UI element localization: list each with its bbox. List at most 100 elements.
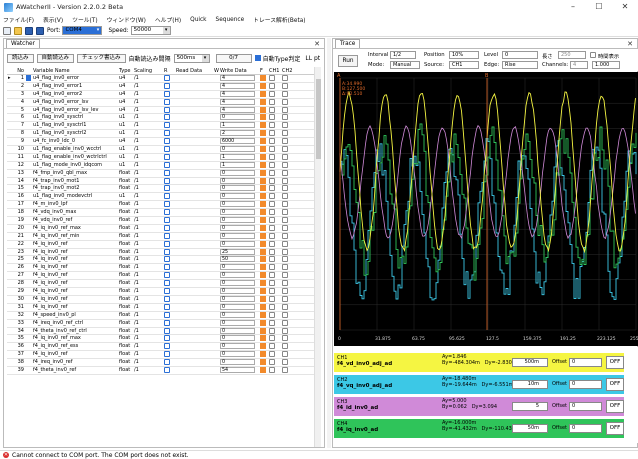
read-checkbox[interactable] [164,272,170,279]
ch2-checkbox[interactable] [282,185,288,192]
format-marker[interactable] [260,335,266,342]
variable-type[interactable]: float [119,248,131,255]
write-data-input[interactable]: 0 [220,319,255,326]
variable-name[interactable]: u4_flag_inv0_error1 [33,82,83,89]
read-checkbox[interactable] [164,98,170,105]
write-data-input[interactable]: 50 [220,256,255,263]
length-select[interactable]: 250 [558,51,586,59]
col-name[interactable]: Variable Name [33,68,70,74]
variable-name[interactable]: f4_iq_inv0_ref_max [33,335,81,342]
ch1-checkbox[interactable] [269,280,275,287]
ch1-checkbox[interactable] [269,327,275,334]
variable-type[interactable]: float [119,185,131,192]
variable-type[interactable]: u1 [119,153,126,160]
variable-name[interactable]: f4_speed_inv0_pl [33,311,76,318]
table-row[interactable]: 16 u1_flag_inv0_modevctrl u1/1 0 [7,193,315,202]
variable-type[interactable]: u1 [119,193,126,200]
write-data-input[interactable]: 4 [220,106,255,113]
variable-name[interactable]: f4_iq_inv0_ref_max [33,224,81,231]
table-row[interactable]: 30 f4_iq_inv0_ref float/1 0 [7,295,315,304]
ch2-checkbox[interactable] [282,327,288,334]
row-selector[interactable] [26,225,31,231]
variable-type[interactable]: u4 [119,106,126,113]
variable-type[interactable]: u4 [119,82,126,89]
read-checkbox[interactable] [164,122,170,129]
format-marker[interactable] [260,319,266,326]
read-checkbox[interactable] [164,185,170,192]
read-checkbox[interactable] [164,90,170,97]
ch2-checkbox[interactable] [282,130,288,137]
table-row[interactable]: 32 f4_speed_inv0_pl float/1 0 [7,311,315,320]
variable-name[interactable]: u1_flag_inv0_sysctrl1 [33,122,87,129]
variable-name[interactable]: u1_flag_enable_inv0_wctrlctrl [33,153,107,160]
row-selector[interactable] [26,288,31,294]
ch2-checkbox[interactable] [282,138,288,145]
table-row[interactable]: 27 f4_iq_inv0_ref float/1 0 [7,272,315,281]
speed-select[interactable]: 50000 ▾ [130,26,171,35]
table-row[interactable]: 33 f4_ireq_inv0_ref_ctrl float/1 0 [7,319,315,328]
variable-name[interactable]: f4_iq_inv0_ref [33,303,68,310]
write-data-input[interactable]: 0 [220,311,255,318]
ch2-checkbox[interactable] [282,90,288,97]
read-checkbox[interactable] [164,232,170,239]
variable-type[interactable]: u1 [119,122,126,129]
channel-range-spinner[interactable]: 50m [512,424,548,433]
ch1-checkbox[interactable] [269,161,275,168]
row-selector[interactable] [26,201,31,207]
variable-scaling[interactable]: /1 [134,351,139,358]
table-row[interactable]: 3 u4_flag_inv0_error2 u4/1 4 [7,90,315,99]
edge-select[interactable]: Rise [502,61,538,69]
offset-input[interactable]: 0 [569,424,602,433]
ch2-checkbox[interactable] [282,366,288,373]
ch2-checkbox[interactable] [282,75,288,81]
variable-scaling[interactable]: /1 [134,153,139,160]
write-data-input[interactable]: 4 [220,90,255,97]
ch2-checkbox[interactable] [282,122,288,129]
write-data-input[interactable]: 0 [220,272,255,279]
row-selector[interactable] [26,99,31,105]
format-marker[interactable] [260,185,266,192]
write-data-input[interactable]: 0 [220,193,255,200]
ch1-checkbox[interactable] [269,146,275,153]
table-row[interactable]: ▸ 1 u4_flag_inv0_error u4/1 4 [7,75,315,83]
read-checkbox[interactable] [164,82,170,89]
format-marker[interactable] [260,272,266,279]
format-marker[interactable] [260,201,266,208]
panel-splitter[interactable] [327,38,331,448]
read-checkbox[interactable] [164,366,170,373]
table-row[interactable]: 13 f4_fmp_inv0_qbl_max float/1 0 [7,169,315,178]
menu-file[interactable]: ファイル(F) [3,18,35,24]
ch2-checkbox[interactable] [282,264,288,271]
variable-name[interactable]: f4_ireq_inv0_ref [33,359,73,366]
variable-scaling[interactable]: /1 [134,224,139,231]
table-row[interactable]: 20 f4_iq_inv0_ref_max float/1 0 [7,224,315,233]
ch1-checkbox[interactable] [269,351,275,358]
read-checkbox[interactable] [164,351,170,358]
ch1-checkbox[interactable] [269,295,275,302]
variable-type[interactable]: float [119,201,131,208]
write-data-input[interactable]: 4 [220,75,255,81]
write-data-input[interactable]: 0 [220,295,255,302]
variable-type[interactable]: float [119,232,131,239]
ch1-checkbox[interactable] [269,122,275,129]
variable-type[interactable]: float [119,224,131,231]
write-data-input[interactable]: 0 [220,280,255,287]
channel-range-spinner[interactable]: 500m [512,358,548,367]
ch1-checkbox[interactable] [269,319,275,326]
row-selector[interactable] [26,154,31,160]
row-selector[interactable] [26,359,31,365]
write-data-input[interactable]: 0 [220,217,255,224]
write-data-input[interactable]: 1 [220,153,255,160]
ch1-checkbox[interactable] [269,98,275,105]
read-checkbox[interactable] [164,201,170,208]
ch1-checkbox[interactable] [269,82,275,89]
write-data-input[interactable]: 0 [220,232,255,239]
row-selector[interactable] [26,91,31,97]
write-data-input[interactable]: 0 [220,209,255,216]
ch1-checkbox[interactable] [269,217,275,224]
table-row[interactable]: 26 f4_iq_inv0_ref float/1 0 [7,264,315,273]
variable-scaling[interactable]: /1 [134,138,139,145]
read-checkbox[interactable] [164,75,170,81]
ch1-checkbox[interactable] [269,169,275,176]
ch2-checkbox[interactable] [282,177,288,184]
